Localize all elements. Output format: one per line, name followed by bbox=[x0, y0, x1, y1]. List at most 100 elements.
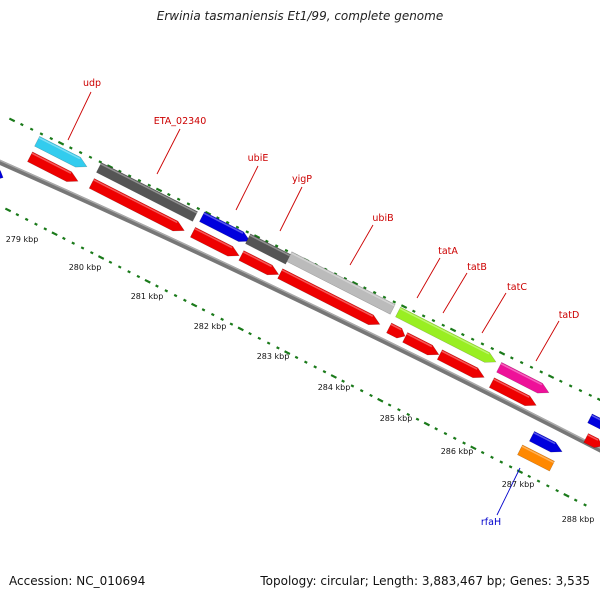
cds-gene bbox=[402, 332, 440, 356]
outer-tick bbox=[196, 206, 201, 211]
udp-gene bbox=[34, 136, 88, 168]
udp-leader-line bbox=[67, 91, 92, 141]
outer-tick bbox=[431, 318, 436, 323]
inner-tick bbox=[341, 379, 345, 383]
genome-summary: Topology: circular; Length: 3,883,467 bp… bbox=[260, 574, 590, 588]
outer-tick bbox=[412, 309, 416, 313]
tatb-leader-line bbox=[442, 272, 468, 314]
inner-tick bbox=[144, 278, 151, 284]
tatc-leader-line bbox=[481, 292, 507, 334]
genome-backbone-highlight bbox=[0, 159, 600, 449]
outer-tick bbox=[245, 230, 250, 234]
edge-blue-gene-right bbox=[587, 413, 600, 431]
inner-tick bbox=[201, 308, 206, 312]
tatc-gene-label: tatC bbox=[507, 282, 527, 293]
scale-label: 286 kbp bbox=[441, 447, 474, 456]
outer-tick bbox=[78, 150, 83, 155]
eta02340-gene bbox=[96, 162, 198, 222]
inner-tick bbox=[470, 445, 477, 451]
inner-tick bbox=[34, 222, 38, 226]
outer-tick bbox=[20, 122, 24, 127]
outer-tick bbox=[519, 360, 524, 365]
scale-label: 287 kbp bbox=[502, 480, 535, 489]
rfah-leader-line bbox=[496, 467, 521, 516]
outer-tick bbox=[57, 140, 65, 146]
outer-tick bbox=[155, 187, 163, 193]
scale-label: 280 kbp bbox=[69, 263, 102, 272]
tick-marks bbox=[4, 117, 600, 507]
inner-tick bbox=[136, 274, 141, 279]
cds-gene bbox=[27, 151, 79, 182]
cds-gene bbox=[238, 250, 280, 276]
inner-tick bbox=[480, 450, 485, 455]
inner-tick bbox=[527, 474, 532, 479]
rfah-gene bbox=[517, 444, 555, 472]
inner-tick bbox=[294, 355, 299, 360]
inner-tick bbox=[257, 336, 262, 341]
inner-tick bbox=[406, 412, 411, 417]
outer-tick bbox=[461, 332, 465, 337]
ubie-gene-label: ubiE bbox=[248, 153, 269, 164]
outer-tick bbox=[167, 192, 171, 197]
inner-tick bbox=[220, 317, 224, 322]
inner-tick bbox=[462, 441, 466, 445]
inner-tick bbox=[330, 374, 337, 379]
inner-tick bbox=[322, 370, 327, 374]
inner-tick bbox=[397, 408, 401, 412]
inner-tick bbox=[499, 460, 504, 464]
edge-blue-gene bbox=[0, 165, 4, 180]
outer-tick bbox=[498, 350, 506, 356]
inner-tick bbox=[164, 289, 169, 293]
outer-tick bbox=[284, 248, 289, 253]
tatd-gene-label: tatD bbox=[559, 310, 580, 321]
outer-tick bbox=[596, 397, 600, 403]
outer-tick bbox=[351, 280, 359, 286]
outer-tick bbox=[49, 136, 54, 141]
eta02340-gene-label: ETA_02340 bbox=[154, 116, 207, 127]
outer-tick bbox=[29, 127, 34, 131]
outer-tick bbox=[274, 244, 279, 248]
outer-tick bbox=[8, 117, 16, 123]
scale-label: 285 kbp bbox=[380, 414, 413, 423]
outer-tick bbox=[382, 295, 387, 299]
scale-label: 284 kbp bbox=[318, 383, 351, 392]
inner-tick bbox=[4, 207, 12, 213]
outer-tick bbox=[392, 300, 397, 304]
yigp-leader-line bbox=[279, 186, 303, 232]
inner-tick bbox=[583, 503, 587, 507]
outer-tick bbox=[421, 314, 426, 318]
inner-tick bbox=[415, 417, 420, 421]
ubib-gene bbox=[286, 251, 396, 315]
outer-tick bbox=[539, 370, 544, 374]
inner-tick bbox=[545, 484, 550, 488]
inner-tick bbox=[304, 360, 308, 364]
inner-tick bbox=[108, 260, 113, 264]
outer-tick bbox=[510, 356, 514, 360]
inner-tick bbox=[89, 251, 94, 255]
outer-tick bbox=[400, 304, 408, 309]
outer-tick bbox=[547, 374, 555, 379]
cds-gene bbox=[436, 349, 485, 378]
inner-tick bbox=[191, 302, 198, 308]
outer-tick bbox=[578, 388, 583, 393]
outer-tick bbox=[235, 225, 240, 229]
eta02340-leader-line bbox=[156, 128, 181, 175]
outer-tick bbox=[449, 327, 457, 333]
outer-tick bbox=[204, 210, 212, 216]
tata-gene bbox=[395, 306, 497, 363]
inner-tick bbox=[173, 293, 178, 298]
inner-tick bbox=[97, 255, 105, 260]
outer-tick bbox=[372, 290, 377, 295]
scale-label: 283 kbp bbox=[257, 352, 290, 361]
inner-tick bbox=[71, 241, 76, 245]
tatd-leader-line bbox=[535, 320, 560, 362]
inner-tick bbox=[555, 488, 559, 493]
inner-tick bbox=[117, 265, 122, 269]
inner-tick bbox=[276, 346, 280, 350]
outer-tick bbox=[69, 146, 73, 150]
inner-tick bbox=[573, 498, 578, 502]
outer-tick bbox=[106, 164, 114, 169]
inner-tick bbox=[210, 312, 215, 317]
inner-tick bbox=[80, 246, 85, 250]
outer-tick bbox=[253, 234, 261, 239]
